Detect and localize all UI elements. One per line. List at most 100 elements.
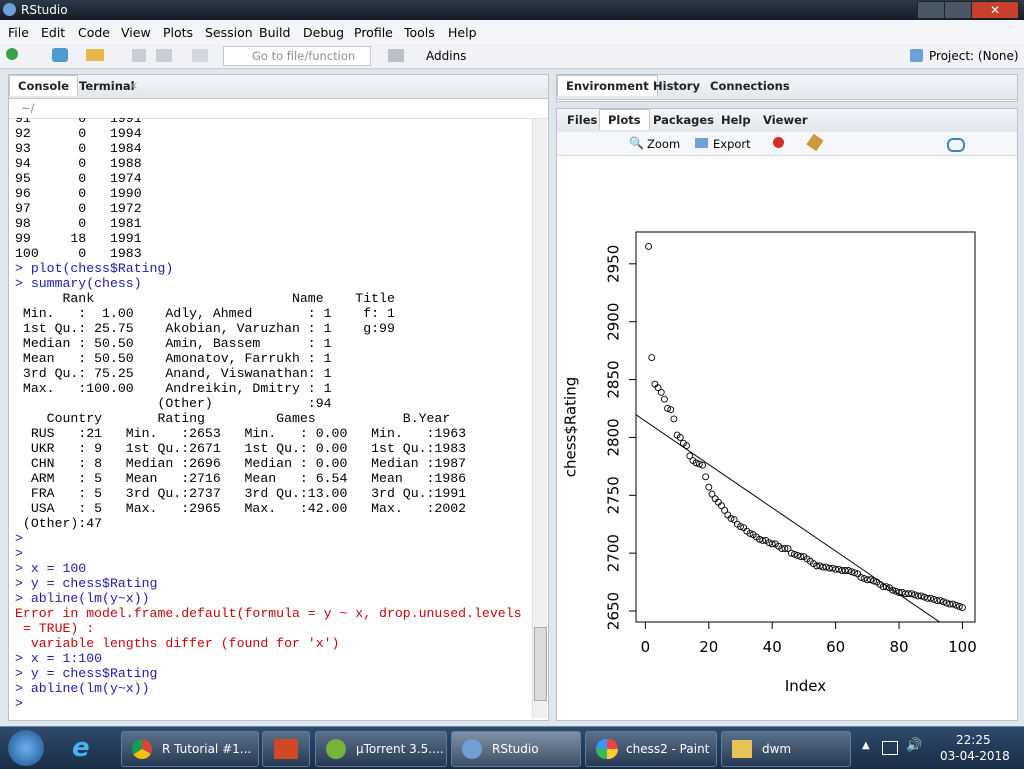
refresh-button[interactable]: [947, 138, 965, 152]
x-tick-label: 80: [889, 638, 908, 656]
point: [825, 564, 833, 572]
plot-background: [557, 156, 1015, 718]
menu-item[interactable]: Debug: [303, 25, 345, 40]
paint-icon: [596, 739, 618, 759]
ie-icon[interactable]: e: [72, 733, 90, 763]
console-line: 96 0 1990: [15, 185, 142, 201]
point: [952, 601, 960, 609]
menu-item[interactable]: Edit: [41, 25, 66, 40]
console-line: > abline(lm(y~x)): [15, 680, 150, 696]
point: [822, 563, 830, 571]
plot: 0 20 40 60 80 100 2650 2700 2750 2800 2850 2900 2950…: [557, 156, 1015, 718]
taskbar-item[interactable]: dwm: [721, 731, 851, 767]
point: [737, 523, 744, 530]
addins-menu[interactable]: Addins: [426, 49, 467, 63]
point: [841, 567, 849, 574]
new-file-button[interactable]: [6, 48, 18, 60]
y-tick-label: 2800: [605, 418, 623, 456]
export-button[interactable]: Export: [713, 137, 751, 151]
menu-item[interactable]: File: [8, 25, 29, 40]
help-tab[interactable]: Help: [721, 113, 751, 127]
history-tab[interactable]: History: [653, 79, 700, 93]
save-button[interactable]: [132, 49, 146, 62]
packages-tab[interactable]: Packages: [653, 113, 714, 127]
console-line: 92 0 1994: [15, 125, 142, 141]
zoom-button[interactable]: Zoom: [647, 137, 681, 151]
files-tab[interactable]: Files: [567, 113, 598, 127]
tab-close[interactable]: ×: [129, 79, 139, 92]
point: [905, 590, 912, 598]
console-line: CHN : 8 Median :2696 Median : 0.00 Media…: [15, 455, 482, 471]
goto-box[interactable]: Go to file/function: [223, 46, 371, 66]
point: [756, 535, 763, 543]
point: [654, 384, 662, 392]
menu-item[interactable]: View: [121, 25, 151, 40]
export-icon: [695, 138, 708, 148]
console-line: >: [15, 530, 23, 546]
point: [702, 473, 710, 481]
menu-item[interactable]: Build: [259, 25, 291, 40]
point: [746, 530, 754, 537]
layout-button[interactable]: [388, 49, 404, 62]
close-button[interactable]: ✕: [971, 1, 1019, 19]
taskbar-item[interactable]: chess2 - Paint: [585, 731, 717, 767]
start-button[interactable]: [8, 730, 44, 766]
connections-tab[interactable]: Connections: [710, 79, 790, 93]
console-line: 95 0 1974: [15, 170, 142, 186]
taskbar-item[interactable]: µTorrent 3.5....: [315, 731, 447, 767]
new-project-button[interactable]: [52, 48, 68, 62]
restore-button[interactable]: [944, 1, 972, 19]
remove-plot-button[interactable]: [773, 137, 784, 148]
viewer-tab[interactable]: Viewer: [763, 113, 808, 127]
clock-time[interactable]: 22:25: [956, 733, 991, 747]
plots-tab[interactable]: Plots: [599, 109, 650, 130]
menu-item[interactable]: Tools: [404, 25, 435, 40]
project-menu[interactable]: Project: (None): [929, 49, 1019, 63]
point: [794, 552, 802, 559]
project-icon: [910, 49, 923, 62]
plot-frame: [635, 231, 976, 623]
print-button[interactable]: [192, 49, 208, 62]
menu-item[interactable]: Plots: [163, 25, 194, 40]
point: [765, 539, 773, 547]
open-button[interactable]: [86, 49, 104, 61]
console-line: > summary(chess): [15, 275, 142, 291]
point: [683, 442, 691, 449]
environment-pane: Environment History Connections: [556, 74, 1018, 102]
point: [914, 592, 922, 600]
menu-item[interactable]: Session: [205, 25, 253, 40]
point: [660, 395, 668, 403]
taskbar-item[interactable]: R Tutorial #1...: [121, 731, 259, 767]
console-line: UKR : 9 1st Qu.:2671 1st Qu.: 0.00 1st Q…: [15, 440, 482, 456]
tray-arrow[interactable]: ▲: [862, 740, 870, 751]
scrollbar[interactable]: [532, 119, 547, 718]
volume-icon[interactable]: 🔊: [906, 738, 923, 753]
y-tick-label: 2650: [605, 592, 623, 630]
clear-plots-button[interactable]: [806, 133, 824, 152]
save-all-button[interactable]: [156, 49, 172, 62]
utorrent-icon: [326, 739, 346, 759]
taskbar-item[interactable]: RStudio: [451, 731, 581, 767]
minimize-button[interactable]: [917, 1, 945, 19]
menu-item[interactable]: Help: [448, 25, 477, 40]
console-line: (Other) :94: [15, 395, 411, 411]
clock-date[interactable]: 03-04-2018: [940, 749, 1010, 763]
menu-item[interactable]: Profile: [354, 25, 393, 40]
scroll-thumb[interactable]: [534, 627, 547, 701]
taskbar-item[interactable]: [262, 731, 310, 767]
point: [787, 549, 795, 557]
x-tick-label: 60: [826, 638, 845, 656]
console-line: Min. : 1.00 Adly, Ahmed : 1 f: 1: [15, 305, 411, 321]
environment-tab[interactable]: Environment: [557, 75, 658, 96]
console-tab[interactable]: Console: [9, 75, 79, 96]
terminal-tab[interactable]: Terminal: [79, 79, 135, 93]
point: [708, 490, 716, 498]
menu-item[interactable]: Code: [78, 25, 111, 40]
console-line: 93 0 1984: [15, 140, 142, 156]
environment-tabs: Environment History Connections: [557, 75, 1017, 100]
console-line: 98 0 1981: [15, 215, 142, 231]
point: [867, 576, 874, 584]
point: [863, 576, 871, 584]
y-axis-label: chess$Rating: [562, 377, 580, 478]
network-icon[interactable]: [882, 741, 898, 755]
